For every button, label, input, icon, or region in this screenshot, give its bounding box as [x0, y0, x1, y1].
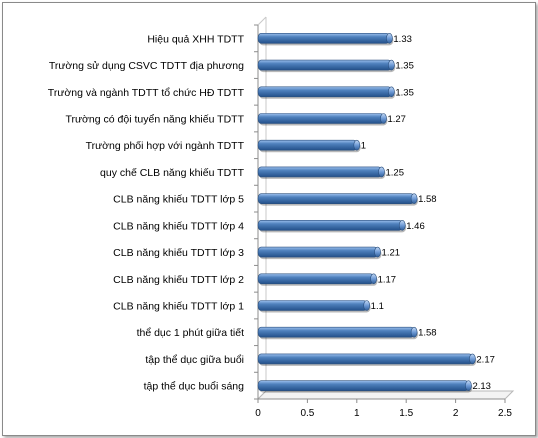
category-label: thể dục 1 phút giữa tiết — [137, 327, 245, 339]
bar-end-cap — [386, 33, 393, 44]
category-label: quy chế CLB năng khiếu TDTT — [100, 167, 245, 179]
data-label: 1.33 — [393, 34, 412, 45]
category-label: CLB năng khiếu TDTT lớp 5 — [113, 194, 244, 206]
x-tick-label: 1.5 — [399, 408, 413, 419]
category-labels: Hiệu quả XHH TDTT Trường sử dụng CSVC TDT… — [48, 33, 245, 392]
bar — [257, 166, 382, 178]
category-label: Trường và ngành TDTT tổ chức HĐ TDTT — [48, 87, 245, 99]
data-label: 1.35 — [395, 61, 414, 72]
x-tick-label: 0.5 — [300, 408, 314, 419]
bar-end-cap — [378, 166, 385, 178]
category-label: tập thể dục buổi sáng — [144, 381, 245, 393]
bar-end-cap — [398, 220, 406, 231]
x-tick-labels: 0 0.5 1 1.5 2 2.5 — [255, 408, 512, 419]
chart-axes — [254, 16, 515, 403]
data-label: 1.1 — [371, 301, 384, 312]
category-label: Hiệu quả XHH TDTT — [147, 33, 244, 45]
category-label: tập thể dục giữa buổi — [145, 354, 244, 366]
bar-end-cap — [465, 380, 472, 391]
bar — [257, 113, 384, 124]
x-tick-label: 2.5 — [498, 408, 512, 419]
bar — [257, 326, 415, 338]
data-label: 1.27 — [387, 114, 406, 125]
data-label: 2.17 — [476, 354, 495, 365]
x-tick-label: 0 — [255, 408, 261, 419]
bar-end-cap — [363, 300, 370, 311]
bar-series — [257, 33, 477, 393]
bar — [257, 220, 403, 231]
data-labels: 1.33 1.35 1.35 1.27 1 1.25 1.58 1.46 1.21 1.17 1.1… — [361, 34, 495, 392]
bar — [257, 86, 392, 98]
bar-end-cap — [370, 273, 377, 285]
side-wall-edge — [257, 16, 267, 400]
bar-end-cap — [374, 246, 381, 258]
data-label: 1 — [361, 141, 366, 152]
bar-end-cap — [388, 86, 395, 98]
data-label: 1.35 — [395, 87, 414, 98]
bar — [257, 33, 390, 44]
bar-end-cap — [380, 113, 387, 124]
category-label: CLB năng khiếu TDTT lớp 2 — [113, 274, 244, 286]
data-label: 1.46 — [406, 221, 425, 232]
bar — [257, 380, 469, 391]
x-tick-label: 2 — [453, 408, 459, 419]
category-label: CLB năng khiếu TDTT lớp 3 — [113, 247, 244, 259]
data-label: 1.58 — [418, 328, 437, 339]
data-label: 1.25 — [386, 167, 405, 178]
x-tick-label: 1 — [354, 408, 360, 419]
bar — [257, 273, 374, 285]
bar-end-cap — [469, 353, 476, 365]
bar-end-cap — [410, 193, 418, 204]
category-label: CLB năng khiếu TDTT lớp 1 — [113, 301, 244, 313]
bar — [257, 353, 473, 365]
category-label: CLB năng khiếu TDTT lớp 4 — [113, 220, 244, 232]
data-label: 1.21 — [382, 248, 401, 259]
category-label: Trường sử dụng CSVC TDTT địa phương — [49, 60, 244, 72]
bar — [257, 59, 392, 71]
bar — [257, 193, 415, 204]
bar-end-cap — [353, 139, 361, 151]
bar — [257, 246, 378, 258]
category-label: Trường phối hợp với ngành TDTT — [86, 140, 245, 152]
bar — [257, 139, 358, 151]
category-label: Trường có đội tuyển năng khiếu TDTT — [66, 114, 245, 126]
bar-end-cap — [410, 326, 418, 338]
bar — [257, 300, 367, 311]
data-label: 1.17 — [378, 274, 397, 285]
data-label: 1.58 — [418, 194, 437, 205]
bar-end-cap — [388, 59, 395, 71]
data-label: 2.13 — [472, 381, 491, 392]
